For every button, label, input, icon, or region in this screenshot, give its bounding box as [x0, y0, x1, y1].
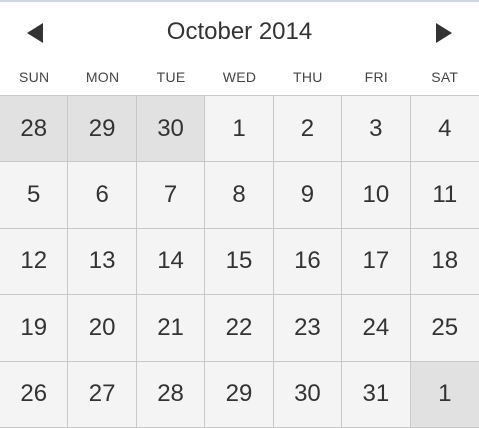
day-cell-other-month[interactable]: 28: [0, 96, 69, 163]
day-cell[interactable]: 30: [273, 361, 343, 428]
day-cell[interactable]: 23: [273, 295, 343, 362]
day-cell[interactable]: 20: [68, 295, 137, 362]
weekday-label: MON: [85, 69, 120, 85]
weekday-label: TUE: [156, 69, 186, 85]
day-cell[interactable]: 16: [273, 228, 343, 296]
day-cell-other-month[interactable]: 1: [410, 361, 479, 428]
weekday-label: SUN: [18, 69, 50, 85]
day-grid: 28 29 30 1 2 3 4 5 6 7 8 9 10 11 12 13 14 15 16 17 18 19 20 21 2…: [0, 95, 479, 428]
day-cell[interactable]: 10: [342, 162, 411, 229]
day-cell[interactable]: 6: [68, 162, 137, 229]
triangle-left-icon: [26, 22, 44, 44]
day-cell[interactable]: 28: [136, 361, 206, 428]
day-cell[interactable]: 18: [410, 228, 479, 296]
day-cell[interactable]: 5: [0, 162, 69, 229]
day-cell[interactable]: 25: [410, 295, 479, 362]
weekday-label: WED: [222, 69, 257, 85]
day-cell[interactable]: 21: [136, 295, 206, 362]
day-cell[interactable]: 17: [342, 228, 411, 296]
day-cell[interactable]: 27: [68, 361, 137, 428]
weekday-header-row: SUN MON TUE WED THU FRI SAT: [0, 64, 479, 94]
day-cell[interactable]: 11: [410, 162, 479, 229]
day-cell[interactable]: 29: [205, 361, 274, 428]
next-month-button[interactable]: [427, 16, 461, 50]
day-cell[interactable]: 31: [342, 361, 411, 428]
day-cell[interactable]: 22: [205, 295, 274, 362]
top-border: [0, 0, 479, 2]
day-cell-other-month[interactable]: 30: [136, 96, 206, 163]
day-cell-other-month[interactable]: 29: [68, 96, 137, 163]
triangle-right-icon: [435, 22, 453, 44]
day-cell[interactable]: 14: [136, 228, 206, 296]
month-title: October 2014: [166, 18, 313, 45]
day-cell[interactable]: 9: [273, 162, 343, 229]
weekday-label: FRI: [364, 69, 389, 85]
day-cell[interactable]: 7: [136, 162, 206, 229]
day-cell[interactable]: 2: [273, 96, 343, 163]
day-cell[interactable]: 8: [205, 162, 274, 229]
day-cell[interactable]: 15: [205, 228, 274, 296]
day-cell[interactable]: 13: [68, 228, 137, 296]
day-cell[interactable]: 24: [342, 295, 411, 362]
day-cell[interactable]: 4: [410, 96, 479, 163]
previous-month-button[interactable]: [18, 16, 52, 50]
weekday-label: SAT: [431, 69, 459, 85]
weekday-label: THU: [293, 69, 323, 85]
day-cell[interactable]: 12: [0, 228, 69, 296]
day-cell[interactable]: 3: [342, 96, 411, 163]
calendar-header: October 2014: [0, 0, 479, 64]
day-cell[interactable]: 26: [0, 361, 69, 428]
day-cell[interactable]: 19: [0, 295, 69, 362]
day-cell[interactable]: 1: [205, 96, 274, 163]
